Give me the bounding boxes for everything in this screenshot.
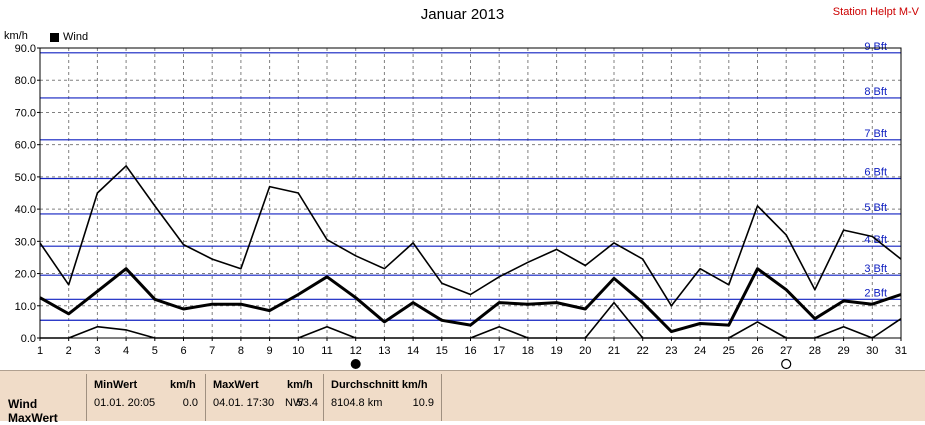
legend-swatch — [50, 32, 59, 42]
x-tick-label: 28 — [809, 345, 821, 357]
max-direction: NW — [285, 397, 304, 409]
x-tick-label: 11 — [321, 345, 332, 357]
avg-distance: 8104.8 km — [331, 397, 383, 409]
x-tick-label: 6 — [180, 345, 186, 357]
stats-separator — [441, 374, 442, 421]
x-tick-label: 23 — [665, 345, 677, 357]
x-tick-label: 25 — [723, 345, 735, 357]
y-tick-label: 0.0 — [21, 333, 36, 345]
x-tick-label: 9 — [267, 345, 273, 357]
legend: Wind — [50, 31, 88, 43]
y-tick-label: 90.0 — [15, 43, 36, 55]
x-tick-label: 15 — [436, 345, 448, 357]
beaufort-label: 3 Bft — [864, 263, 887, 275]
x-tick-label: 1 — [37, 345, 43, 357]
avg-value: 10.9 — [412, 397, 434, 409]
beaufort-label: 6 Bft — [864, 167, 887, 179]
y-tick-label: 80.0 — [15, 75, 36, 87]
avg-heading: Durchschnitt km/h — [331, 379, 428, 391]
x-tick-label: 27 — [780, 345, 792, 357]
x-tick-label: 29 — [837, 345, 849, 357]
x-tick-label: 20 — [579, 345, 591, 357]
stats-row-label-wind: Wind — [8, 397, 38, 411]
x-tick-label: 5 — [152, 345, 158, 357]
y-tick-label: 30.0 — [15, 236, 36, 248]
station-name: Station Helpt M-V — [832, 6, 919, 18]
y-tick-label: 10.0 — [15, 301, 36, 313]
series-line-avg — [39, 267, 902, 334]
new-moon-marker — [350, 359, 361, 369]
max-unit: km/h — [287, 379, 313, 391]
x-tick-label: 2 — [66, 345, 72, 357]
stats-separator — [86, 374, 87, 421]
series-line-min — [40, 301, 902, 339]
legend-label: Wind — [63, 31, 89, 43]
stats-avg-cell: Durchschnitt km/h 8104.8 km 10.9 — [323, 371, 440, 421]
x-tick-label: 12 — [350, 345, 362, 357]
x-tick-label: 24 — [694, 345, 706, 357]
x-tick-label: 22 — [637, 345, 649, 357]
x-tick-label: 10 — [292, 345, 304, 357]
stats-min-cell: MinWert km/h 01.01. 20:05 0.0 — [86, 371, 204, 421]
x-tick-label: 7 — [209, 345, 215, 357]
min-value: 0.0 — [182, 397, 198, 409]
chart-title: Januar 2013 — [420, 6, 505, 23]
min-heading: MinWert — [94, 379, 138, 391]
max-datetime: 04.01. 17:30 — [213, 397, 275, 409]
beaufort-label: 7 Bft — [864, 128, 887, 140]
x-tick-label: 31 — [895, 345, 907, 357]
max-value: 53.4 — [296, 397, 318, 409]
min-datetime: 01.01. 20:05 — [94, 397, 156, 409]
beaufort-label: 9 Bft — [864, 41, 887, 53]
stats-row-label-maxwert: MaxWert — [8, 411, 58, 425]
x-tick-label: 26 — [751, 345, 763, 357]
y-tick-label: 60.0 — [15, 140, 36, 152]
stats-max-cell: MaxWert km/h 04.01. 17:30 NW 53.4 — [205, 371, 322, 421]
x-tick-label: 4 — [123, 345, 129, 357]
x-tick-label: 18 — [522, 345, 534, 357]
max-heading: MaxWert — [213, 379, 259, 391]
x-tick-label: 8 — [238, 345, 244, 357]
y-tick-label: 70.0 — [15, 107, 36, 119]
series-line-max — [39, 165, 902, 307]
stats-separator — [205, 374, 206, 421]
x-tick-label: 13 — [378, 345, 390, 357]
y-tick-label: 50.0 — [15, 172, 36, 184]
x-tick-label: 30 — [866, 345, 878, 357]
x-tick-label: 14 — [407, 345, 419, 357]
full-moon-marker — [781, 358, 792, 370]
min-unit: km/h — [170, 379, 196, 391]
y-axis-unit: km/h — [4, 30, 28, 42]
x-tick-label: 19 — [550, 345, 562, 357]
y-tick-label: 40.0 — [15, 204, 36, 216]
x-tick-label: 21 — [608, 345, 620, 357]
stats-separator — [323, 374, 324, 421]
x-tick-label: 17 — [493, 345, 505, 357]
beaufort-label: 2 Bft — [864, 287, 887, 299]
y-tick-label: 20.0 — [15, 269, 36, 281]
x-tick-label: 3 — [94, 345, 100, 357]
stats-panel: Wind MaxWert MinWert km/h 01.01. 20:05 0… — [0, 370, 925, 425]
beaufort-label: 5 Bft — [864, 202, 887, 214]
x-tick-label: 16 — [464, 345, 476, 357]
beaufort-label: 8 Bft — [864, 86, 887, 98]
